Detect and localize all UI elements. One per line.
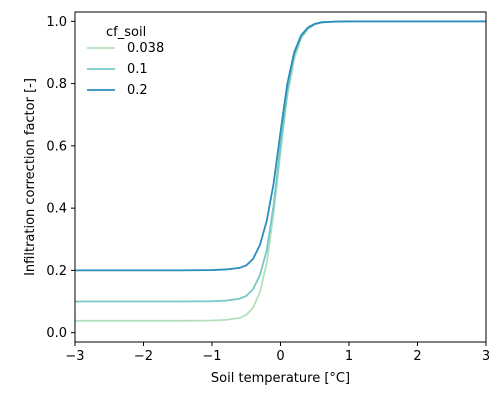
y-tick-label: 0.8	[46, 77, 67, 92]
series-lines	[75, 20, 486, 322]
series-line-2	[75, 20, 486, 272]
x-tick-label: 2	[413, 349, 421, 364]
y-tick-label: 1.0	[46, 15, 67, 30]
legend-title: cf_soil	[106, 25, 146, 40]
y-tick-label: 0.2	[46, 264, 67, 279]
x-tick-label: −3	[65, 349, 84, 364]
y-tick-label: 0.0	[46, 326, 67, 341]
x-axis: −3 −2 −1 0 1 2 3	[65, 342, 490, 364]
x-tick-label: −2	[134, 349, 153, 364]
x-tick-label: 0	[276, 349, 284, 364]
legend-entry-label: 0.1	[127, 62, 148, 77]
legend-entry-label: 0.2	[127, 83, 148, 98]
x-tick-label: 1	[345, 349, 353, 364]
y-tick-label: 0.6	[46, 139, 67, 154]
legend-entry-label: 0.038	[127, 41, 164, 56]
x-axis-label: Soil temperature [°C]	[211, 371, 350, 386]
y-axis-label: Infiltration correction factor [-]	[23, 78, 38, 276]
y-tick-label: 0.4	[46, 202, 67, 217]
legend: cf_soil 0.038 0.1 0.2	[87, 25, 164, 98]
x-tick-label: 3	[482, 349, 490, 364]
y-axis: 0.0 0.2 0.4 0.6 0.8 1.0	[46, 15, 75, 341]
x-tick-label: −1	[202, 349, 221, 364]
